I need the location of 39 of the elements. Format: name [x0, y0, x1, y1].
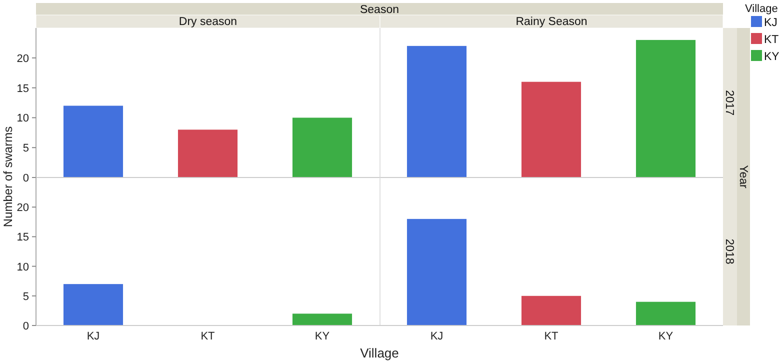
bar: [292, 314, 352, 326]
bar: [178, 130, 238, 178]
bar: [521, 296, 582, 326]
annotation: 2018: [723, 238, 735, 264]
bar: [521, 82, 582, 178]
x-tick-label: KT: [544, 330, 559, 342]
bar: [406, 218, 467, 326]
x-axis-title: Village: [360, 346, 399, 360]
y-tick-label: 0: [22, 172, 29, 184]
legend-label: KY: [764, 51, 780, 63]
bar: [63, 106, 124, 178]
legend-label: KJ: [764, 17, 778, 29]
bar: [63, 284, 124, 326]
text: Year: [737, 165, 749, 189]
bar: [636, 302, 696, 326]
y-tick-label: 15: [16, 232, 29, 244]
annotation: Rainy Season: [516, 16, 588, 28]
bar: [636, 40, 696, 178]
y-tick-label: 20: [16, 52, 29, 65]
bar: [292, 118, 352, 178]
annotation: Dry season: [178, 16, 238, 28]
x-tick-label: KJ: [430, 330, 444, 342]
text: Season: [360, 4, 400, 16]
annotation: 2017: [723, 90, 735, 116]
y-tick-label: 10: [16, 261, 29, 274]
y-tick-label: 15: [16, 82, 29, 95]
legend-label: KT: [764, 34, 779, 46]
x-tick-label: KJ: [86, 330, 100, 342]
y-tick-label: 5: [22, 142, 29, 155]
x-tick-label: KT: [200, 330, 216, 342]
y-tick-label: 20: [16, 202, 29, 214]
y-axis-title: Number of swarms: [1, 126, 15, 228]
y-tick-label: 10: [16, 112, 29, 125]
x-tick-label: KY: [658, 330, 674, 342]
y-tick-label: 5: [22, 290, 29, 303]
legend-title: Village: [745, 3, 778, 15]
bar: [406, 46, 467, 178]
x-tick-label: KY: [314, 330, 330, 342]
y-tick-label: 0: [22, 320, 29, 332]
